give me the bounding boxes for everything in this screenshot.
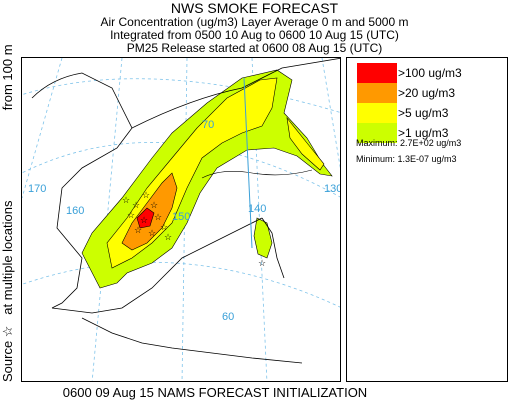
yukon-river — [201, 169, 313, 179]
coord-label-150: 150 — [172, 211, 190, 223]
longitude-line-170 — [22, 58, 63, 199]
source-star: ☆ — [258, 258, 266, 268]
source-info-label: Source ☆ at multiple locations from 100 … — [0, 44, 16, 382]
canada-border — [243, 77, 253, 249]
legend-label: >100 ug/m3 — [398, 66, 462, 80]
coord-label-170: 170 — [28, 183, 46, 195]
legend-item: >1 ug/m3 — [357, 123, 507, 143]
latitude-line-70 — [22, 78, 340, 113]
map-canvas: ☆ ☆ ☆ ☆ ☆ ☆ ☆ ☆ ☆ ☆ ☆ ☆ 170 160 150 70 1… — [22, 58, 341, 381]
legend-label: >20 ug/m3 — [398, 86, 456, 100]
source-star: ☆ — [160, 222, 168, 232]
smoke-plume — [81, 69, 333, 289]
concentration-subtitle: Air Concentration (ug/m3) Layer Average … — [100, 15, 409, 29]
legend-swatch — [357, 103, 397, 123]
source-star: ☆ — [127, 210, 135, 220]
release-start: PM25 Release started at 0600 08 Aug 15 (… — [126, 41, 383, 55]
source-star: ☆ — [142, 190, 150, 200]
initialization-footer: 0600 09 Aug 15 NAMS FORECAST INITIALIZAT… — [62, 385, 368, 400]
coastlines — [31, 58, 340, 364]
aleutian-chain — [81, 317, 303, 364]
source-star: ☆ — [148, 228, 156, 238]
legend-label: >1 ug/m3 — [398, 126, 449, 140]
legend-swatch — [357, 83, 397, 103]
forecast-title: NWS SMOKE FORECAST — [170, 0, 339, 16]
plume-gt5-east — [286, 116, 325, 171]
coord-label-130: 130 — [324, 183, 341, 195]
alaska-coast-west — [31, 72, 133, 309]
source-star: ☆ — [154, 212, 162, 222]
source-star: ☆ — [150, 200, 158, 210]
legend-swatch — [357, 63, 397, 83]
coord-label-70: 70 — [202, 119, 214, 131]
legend-item: >100 ug/m3 — [357, 63, 507, 83]
source-text: Source ☆ — [0, 325, 15, 382]
longitude-line-130 — [321, 58, 340, 169]
legend-label: >5 ug/m3 — [398, 106, 449, 120]
source-star: ☆ — [164, 232, 172, 242]
maximum-value: Maximum: 2.7E+02 ug/m3 — [356, 138, 462, 148]
source-star: ☆ — [122, 195, 130, 205]
panhandle-coast — [261, 217, 285, 279]
height-text: from 100 m — [0, 44, 15, 111]
legend-swatch — [357, 123, 397, 143]
source-star: ☆ — [140, 215, 148, 225]
legend-item: >5 ug/m3 — [357, 103, 507, 123]
legend-item: >20 ug/m3 — [357, 83, 507, 103]
minimum-value: Minimum: 1.3E-07 ug/m3 — [356, 154, 457, 164]
alaska-coast-south — [51, 217, 263, 314]
coord-label-160: 160 — [66, 205, 84, 217]
legend-panel: >100 ug/m3 >20 ug/m3 >5 ug/m3 >1 ug/m3 M… — [346, 57, 508, 382]
plume-gt1-south — [253, 217, 273, 259]
integration-period: Integrated from 0500 10 Aug to 0600 10 A… — [110, 28, 399, 42]
smoke-map: ☆ ☆ ☆ ☆ ☆ ☆ ☆ ☆ ☆ ☆ ☆ ☆ 170 160 150 70 1… — [21, 57, 341, 382]
coord-label-60: 60 — [222, 311, 234, 323]
alaska-coast-north — [131, 58, 340, 129]
plume-gt100 — [136, 207, 155, 229]
locations-text: at multiple locations — [0, 200, 15, 315]
coord-label-140: 140 — [248, 203, 266, 215]
latitude-line-60 — [22, 261, 340, 308]
source-star: ☆ — [134, 225, 142, 235]
source-markers: ☆ ☆ ☆ ☆ ☆ ☆ ☆ ☆ ☆ ☆ ☆ ☆ — [122, 190, 266, 268]
source-star: ☆ — [132, 200, 140, 210]
